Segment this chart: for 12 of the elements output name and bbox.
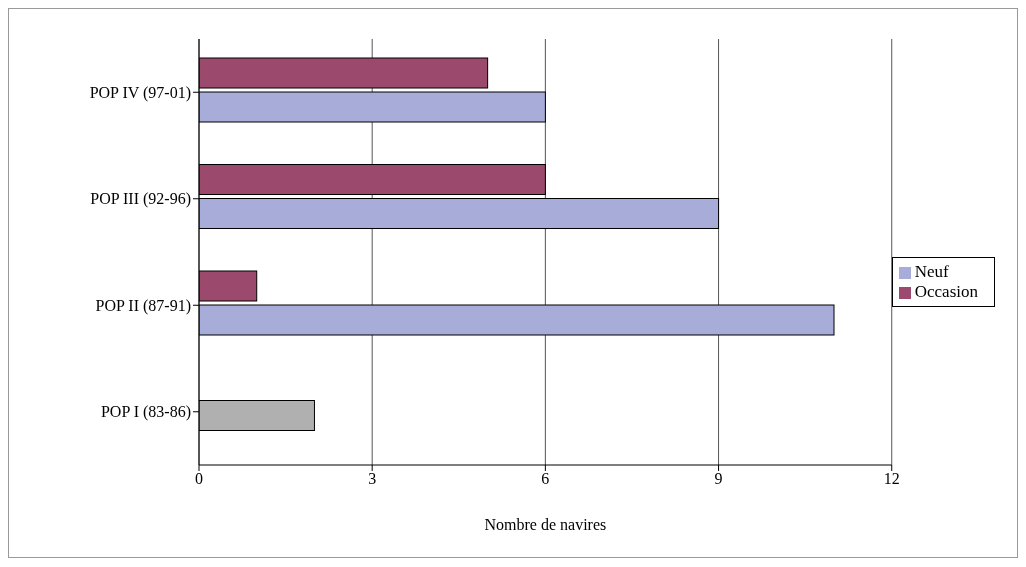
x-axis-title: Nombre de navires	[484, 516, 607, 533]
x-tick-label: 0	[195, 470, 203, 488]
y-tick-label: POP IV (97-01)	[89, 83, 191, 102]
legend-label: Neuf	[914, 262, 949, 281]
x-tick-label: 3	[368, 470, 377, 488]
x-tick-label: 9	[714, 470, 723, 488]
y-tick-label: POP II (87-91)	[95, 296, 191, 315]
y-tick-label: POP III (92-96)	[90, 190, 191, 209]
legend-label: Occasion	[914, 282, 978, 301]
x-tick-label: 6	[541, 470, 550, 488]
y-tick-label: POP I (83-86)	[100, 403, 191, 422]
x-tick-label: 12	[883, 470, 900, 488]
